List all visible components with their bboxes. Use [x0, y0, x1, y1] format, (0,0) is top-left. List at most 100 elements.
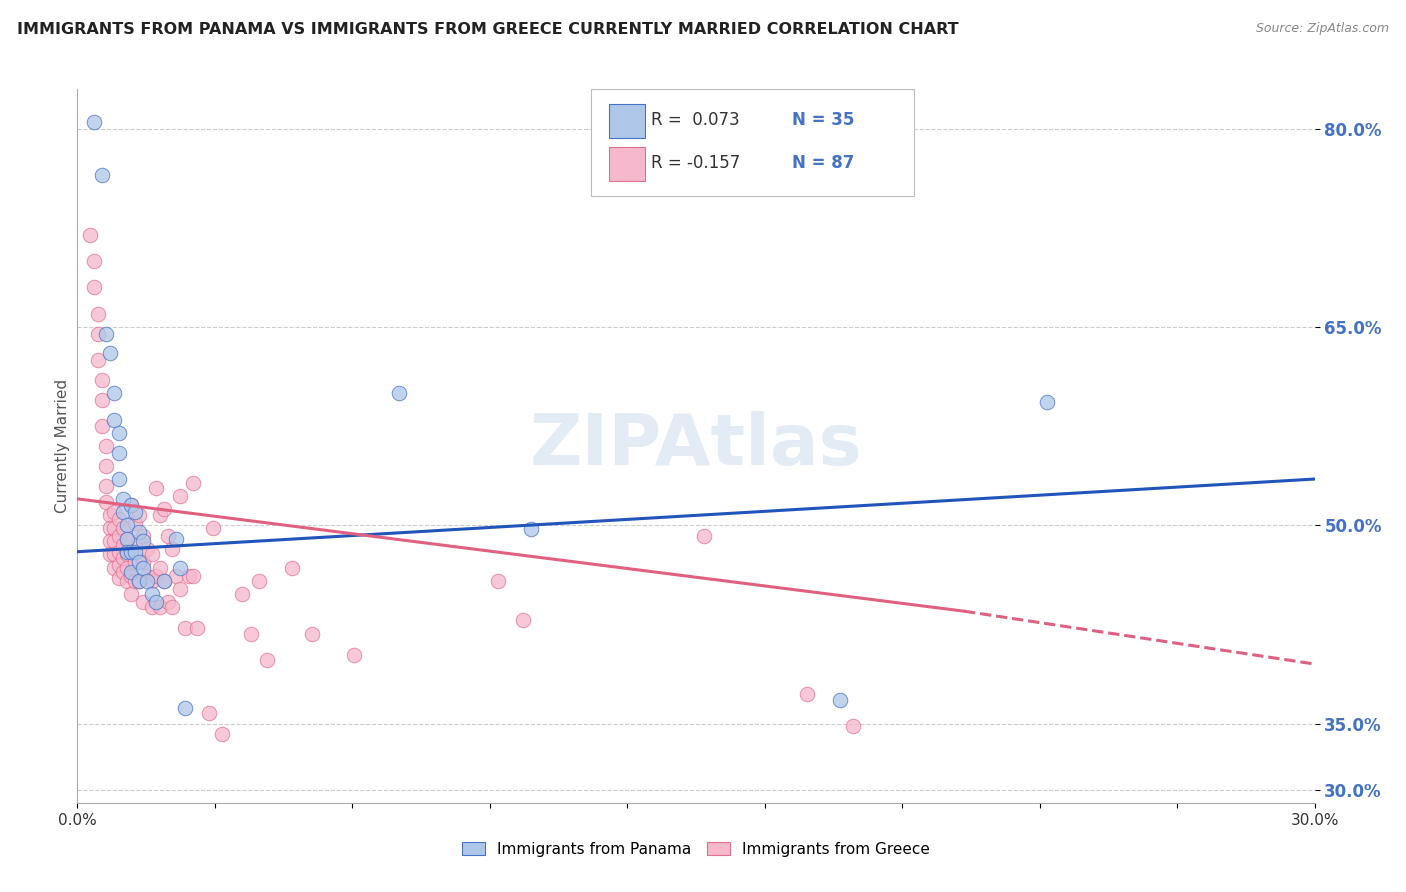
Point	[165, 532, 187, 546]
Point	[149, 560, 172, 574]
Point	[830, 692, 852, 706]
Point	[91, 419, 114, 434]
Point	[87, 307, 110, 321]
Point	[107, 529, 129, 543]
Point	[115, 547, 138, 561]
Point	[115, 574, 138, 588]
Point	[98, 534, 121, 549]
Point	[796, 688, 818, 702]
Point	[145, 595, 167, 609]
Point	[153, 574, 176, 588]
Point	[103, 386, 125, 401]
Point	[343, 648, 366, 662]
Point	[124, 545, 146, 559]
Point	[153, 574, 176, 588]
Point	[120, 499, 142, 513]
Point	[111, 505, 134, 519]
Point	[96, 439, 118, 453]
Point	[115, 518, 138, 533]
Point	[111, 551, 134, 566]
Point	[388, 386, 411, 401]
Text: Source: ZipAtlas.com: Source: ZipAtlas.com	[1256, 22, 1389, 36]
Text: R = -0.157: R = -0.157	[651, 154, 740, 172]
Y-axis label: Currently Married: Currently Married	[55, 379, 70, 513]
Point	[96, 326, 118, 341]
Point	[96, 494, 118, 508]
Point	[83, 115, 105, 129]
Point	[136, 542, 159, 557]
Point	[83, 254, 105, 268]
Point	[128, 574, 150, 588]
Point	[132, 534, 155, 549]
Point	[181, 475, 204, 490]
Point	[841, 719, 863, 733]
Point	[115, 532, 138, 546]
Point	[96, 478, 118, 492]
Point	[141, 600, 163, 615]
Point	[231, 587, 253, 601]
Point	[115, 532, 138, 546]
Text: R =  0.073: R = 0.073	[651, 112, 740, 129]
Point	[1035, 395, 1057, 409]
Point	[128, 508, 150, 522]
Point	[165, 568, 187, 582]
Point	[128, 534, 150, 549]
Point	[91, 168, 114, 182]
Point	[486, 574, 509, 588]
Point	[103, 534, 125, 549]
Point	[103, 560, 125, 574]
Point	[145, 481, 167, 495]
Point	[98, 508, 121, 522]
Point	[132, 560, 155, 574]
Point	[98, 521, 121, 535]
Point	[107, 545, 129, 559]
Point	[202, 521, 225, 535]
Point	[111, 521, 134, 535]
Point	[256, 653, 278, 667]
Point	[301, 626, 323, 640]
Point	[173, 621, 195, 635]
Text: N = 87: N = 87	[792, 154, 853, 172]
Point	[141, 547, 163, 561]
Point	[107, 571, 129, 585]
Point	[96, 458, 118, 473]
Point	[693, 529, 716, 543]
Point	[132, 595, 155, 609]
Point	[98, 346, 121, 360]
Point	[98, 547, 121, 561]
Point	[103, 521, 125, 535]
Point	[83, 280, 105, 294]
Point	[107, 558, 129, 572]
Point	[281, 560, 304, 574]
Point	[160, 542, 183, 557]
Point	[153, 502, 176, 516]
Point	[169, 582, 191, 596]
Point	[111, 565, 134, 579]
Point	[239, 626, 262, 640]
Point	[107, 472, 129, 486]
Point	[157, 529, 180, 543]
Text: N = 35: N = 35	[792, 112, 853, 129]
Point	[124, 505, 146, 519]
Point	[124, 555, 146, 569]
Point	[136, 568, 159, 582]
Point	[198, 706, 221, 720]
Legend: Immigrants from Panama, Immigrants from Greece: Immigrants from Panama, Immigrants from …	[456, 836, 936, 863]
Point	[87, 353, 110, 368]
Point	[132, 555, 155, 569]
Point	[120, 499, 142, 513]
Point	[103, 547, 125, 561]
Point	[173, 700, 195, 714]
Point	[120, 545, 142, 559]
Point	[247, 574, 270, 588]
Point	[177, 568, 200, 582]
Point	[91, 373, 114, 387]
Point	[115, 545, 138, 559]
Text: ZIPAtlas: ZIPAtlas	[530, 411, 862, 481]
Point	[120, 587, 142, 601]
Point	[149, 600, 172, 615]
Point	[169, 489, 191, 503]
Point	[911, 812, 934, 826]
Point	[520, 522, 543, 536]
Point	[120, 565, 142, 579]
